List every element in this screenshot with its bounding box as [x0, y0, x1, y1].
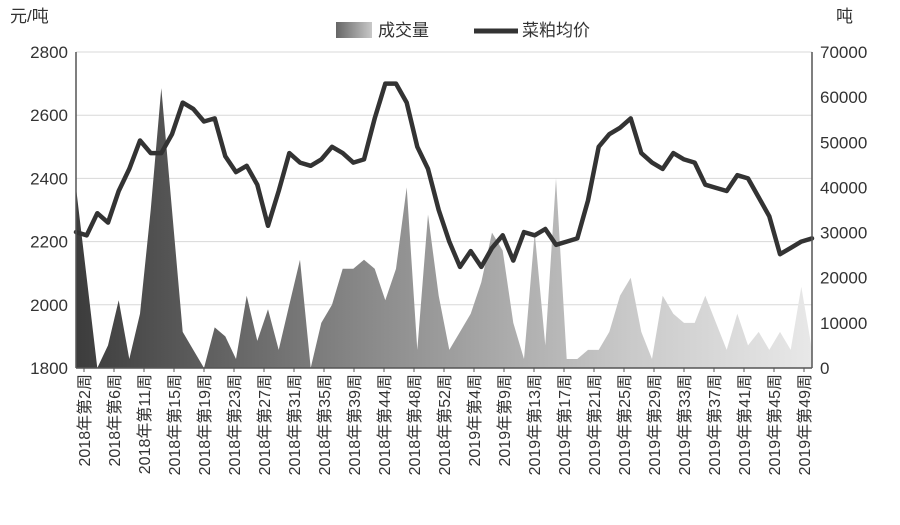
x-tick-label: 2019年第33周 [676, 374, 694, 475]
x-tick-label: 2018年第39周 [346, 374, 364, 475]
volume-series [76, 88, 812, 368]
x-tick-label: 2018年第35周 [316, 374, 334, 475]
x-tick-label: 2019年第17周 [556, 374, 574, 475]
x-tick-label: 2019年第9周 [496, 374, 514, 467]
legend-volume-swatch [336, 22, 372, 38]
legend: 成交量 菜粕均价 [336, 21, 590, 40]
x-tick-label: 2018年第2周 [76, 374, 94, 467]
y-right-tick-label: 40000 [820, 178, 867, 197]
x-tick-label: 2019年第25周 [616, 374, 634, 475]
x-tick-label: 2018年第52周 [436, 374, 454, 475]
x-tick-labels: 2018年第2周 2018年第6周 2018年第11周 2018年第15周 2018年第… [76, 368, 814, 475]
y-right-tick-label: 10000 [820, 314, 867, 333]
y-left-tick-label: 2600 [30, 106, 68, 125]
x-tick-label: 2018年第19周 [196, 374, 214, 475]
price-series [73, 81, 815, 270]
y-right-unit: 吨 [836, 7, 853, 26]
y-right-tick-label: 0 [820, 359, 829, 378]
y-left-tick-labels: 1800 2000 2200 2400 2600 2800 [30, 43, 68, 378]
x-tick-label: 2018年第23周 [226, 374, 244, 475]
y-right-tick-label: 30000 [820, 224, 867, 243]
x-tick-label: 2019年第37周 [706, 374, 724, 475]
y-left-tick-label: 2200 [30, 233, 68, 252]
x-tick-label: 2019年第4周 [466, 374, 484, 467]
y-right-tick-labels: 0 10000 20000 30000 40000 50000 60000 70000 [820, 43, 867, 378]
x-tick-label: 2018年第48周 [406, 374, 424, 475]
y-left-tick-label: 2400 [30, 169, 68, 188]
y-left-tick-label: 1800 [30, 359, 68, 378]
x-tick-label: 2019年第45周 [766, 374, 784, 475]
y-left-unit: 元/吨 [10, 7, 49, 26]
y-right-tick-label: 70000 [820, 43, 867, 62]
x-tick-label: 2019年第21周 [586, 374, 604, 475]
y-right-tick-label: 20000 [820, 269, 867, 288]
x-tick-label: 2019年第49周 [796, 374, 814, 475]
x-tick-label: 2018年第15周 [166, 374, 184, 475]
x-tick-label: 2018年第27周 [256, 374, 274, 475]
y-left-tick-label: 2800 [30, 43, 68, 62]
y-right-tick-label: 50000 [820, 133, 867, 152]
legend-volume-label: 成交量 [378, 21, 429, 40]
x-tick-label: 2019年第29周 [646, 374, 664, 475]
x-tick-label: 2018年第44周 [376, 374, 394, 475]
x-tick-label: 2018年第6周 [106, 374, 124, 467]
volume-area [76, 88, 812, 368]
price-line [73, 81, 815, 270]
x-tick-label: 2019年第13周 [526, 374, 544, 475]
legend-price-label: 菜粕均价 [522, 21, 590, 40]
x-tick-label: 2019年第41周 [736, 374, 754, 475]
y-right-tick-label: 60000 [820, 88, 867, 107]
x-tick-label: 2018年第31周 [286, 374, 304, 475]
y-left-tick-label: 2000 [30, 296, 68, 315]
x-tick-label: 2018年第11周 [136, 374, 154, 474]
